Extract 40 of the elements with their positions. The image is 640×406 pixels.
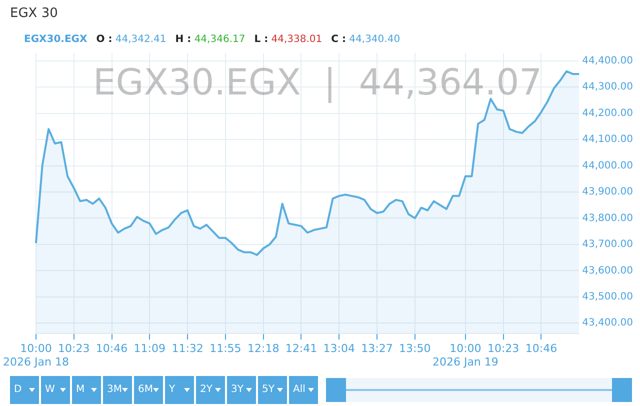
y-tick-label: 44,200.00	[582, 108, 634, 119]
text: L : 44,338.01	[254, 34, 322, 45]
x-tick-label: 12:41	[285, 342, 318, 356]
text: Y	[169, 384, 176, 395]
y-tick-label: 44,400.00	[582, 55, 634, 66]
text: 3Y	[231, 384, 244, 395]
text: H : 44,346.17	[175, 34, 246, 45]
y-tick-label: 44,100.00	[582, 134, 634, 146]
y-tick-label: 43,400.00	[582, 318, 634, 329]
text: M	[76, 384, 85, 395]
text: 5Y	[262, 384, 274, 395]
x-tick-label: 13:04	[323, 342, 355, 356]
x-tick-label: 10:23	[58, 342, 90, 356]
y-tick-label: 43,700.00	[582, 239, 634, 250]
text: O : 44,342.41	[96, 34, 166, 45]
y-tick-label: 43,800.00	[582, 212, 634, 224]
y-tick-label: 43,600.00	[582, 265, 634, 276]
text: All	[293, 384, 306, 395]
y-tick-label: 43,900.00	[582, 186, 634, 198]
text: D	[14, 384, 22, 395]
text: 6M	[138, 384, 153, 395]
x-tick-label: 13:27	[361, 342, 393, 356]
x-tick-label: 10:46	[96, 342, 128, 356]
x-tick-label: 10:46	[525, 342, 558, 356]
annotation: EGX30.EGX | 44,364.07	[93, 62, 542, 104]
x-tick-label: 13:50	[399, 342, 431, 356]
x-tick-label: 11:09	[134, 342, 166, 356]
text: C : 44,340.40	[331, 34, 400, 45]
text: W	[45, 384, 55, 395]
chart-title: EGX 30	[10, 6, 58, 21]
y-tick-label: 44,300.00	[582, 82, 634, 93]
x-tick-label: 10:23	[487, 342, 520, 356]
text: 2Y	[200, 384, 212, 395]
x-tick-label: 11:55	[210, 342, 242, 356]
text: 3M	[107, 384, 122, 395]
y-tick-label: 44,000.00	[582, 160, 634, 172]
y-tick-label: 43,500.00	[582, 291, 634, 302]
x-tick-label: 12:18	[247, 342, 280, 356]
text: EGX30.EGX	[24, 34, 88, 45]
x-tick-label: 11:32	[172, 342, 204, 356]
